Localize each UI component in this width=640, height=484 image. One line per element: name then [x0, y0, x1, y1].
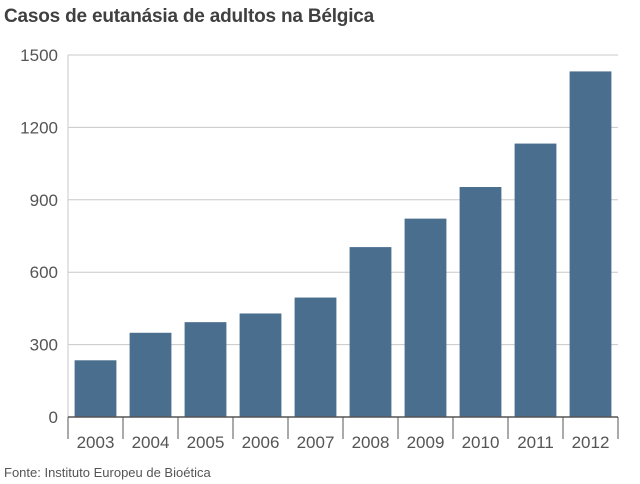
- x-tick-label: 2006: [242, 433, 280, 452]
- bar-2009: [404, 218, 447, 417]
- bar-2012: [569, 71, 612, 417]
- x-tick-label: 2009: [407, 433, 445, 452]
- y-tick-label: 1200: [20, 118, 58, 137]
- x-tick-label: 2011: [517, 433, 554, 452]
- y-tick-label: 600: [30, 263, 58, 282]
- bars: [74, 71, 612, 417]
- bar-2011: [514, 143, 557, 417]
- x-tick-label: 2008: [352, 433, 390, 452]
- y-tick-label: 300: [30, 336, 58, 355]
- chart-title: Casos de eutanásia de adultos na Bélgica: [4, 6, 375, 27]
- x-tick-label: 2010: [462, 433, 500, 452]
- y-tick-label: 0: [49, 408, 58, 427]
- source-note: Fonte: Instituto Europeu de Bioética: [4, 465, 211, 480]
- bar-2005: [184, 322, 227, 417]
- x-axis: [67, 416, 619, 439]
- x-tick-label: 2004: [132, 433, 170, 452]
- x-tick-label: 2007: [297, 433, 335, 452]
- y-tick-label: 1500: [20, 46, 58, 65]
- bar-2003: [74, 360, 117, 417]
- x-tick-label: 2012: [572, 433, 610, 452]
- x-tick-label: 2005: [187, 433, 225, 452]
- x-axis-ticks: 2003 2004 2005 2006 2007 2008 2009 2010 2011 2012: [77, 433, 610, 452]
- bar-2007: [294, 297, 337, 417]
- bar-2006: [239, 313, 282, 417]
- y-tick-label: 900: [30, 191, 58, 210]
- x-tick-label: 2003: [77, 433, 115, 452]
- y-axis-ticks: 0 300 600 900 1200 1500: [20, 46, 58, 427]
- bar-2010: [459, 187, 502, 417]
- bar-2008: [349, 247, 392, 417]
- bar-2004: [129, 332, 172, 417]
